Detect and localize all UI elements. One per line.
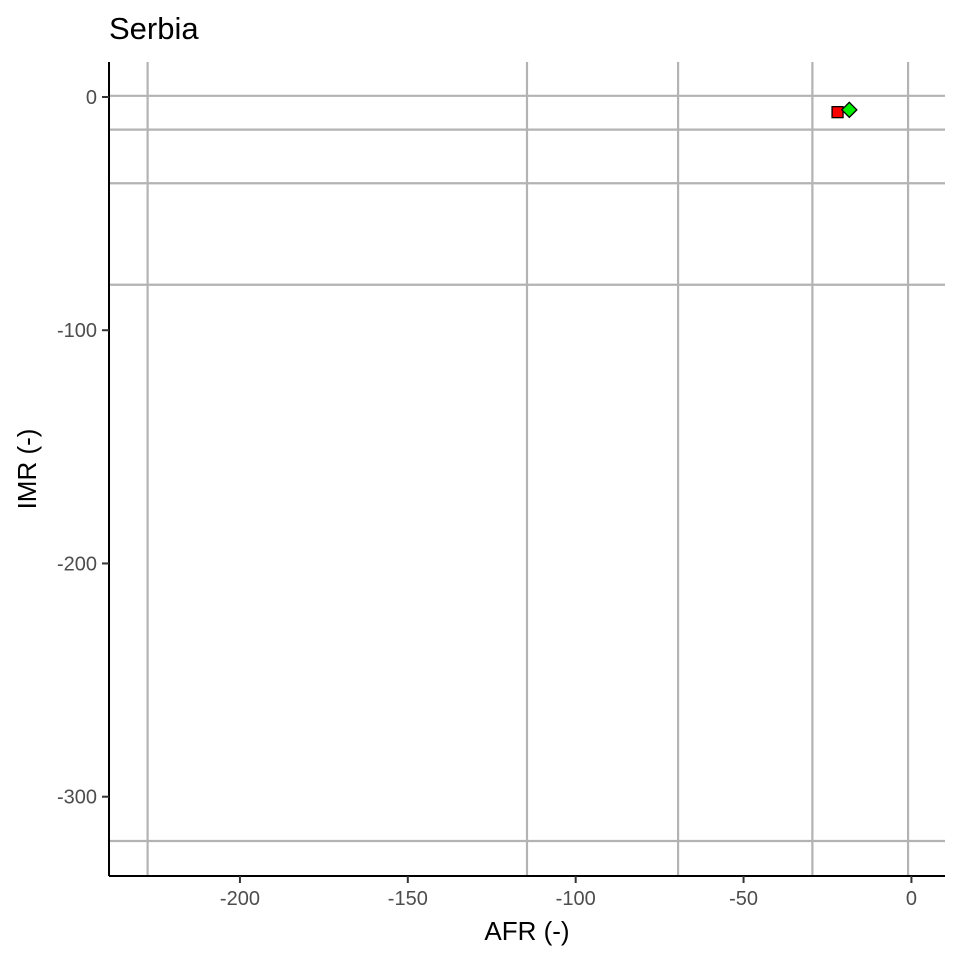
chart-title: Serbia	[109, 11, 199, 46]
x-axis-ticks: -200 -150 -100 -50 0	[220, 876, 917, 910]
square-point	[831, 105, 844, 119]
x-tick-label: 0	[906, 888, 917, 910]
y-axis-title: IMR (-)	[12, 429, 42, 510]
x-axis-title: AFR (-)	[484, 916, 569, 946]
x-tick-label: -50	[729, 888, 758, 910]
x-tick-label: -100	[556, 888, 596, 910]
y-tick-label: -100	[57, 320, 97, 342]
diamond-point	[840, 101, 858, 119]
data-points	[831, 101, 858, 119]
axes	[108, 62, 945, 877]
y-tick-label: -300	[57, 787, 97, 809]
y-tick-label: 0	[86, 87, 97, 109]
reference-lines	[109, 62, 945, 876]
x-tick-label: -200	[220, 888, 260, 910]
y-axis-ticks: 0 -100 -200 -300	[57, 87, 109, 809]
y-tick-label: -200	[57, 553, 97, 575]
x-tick-label: -150	[388, 888, 428, 910]
